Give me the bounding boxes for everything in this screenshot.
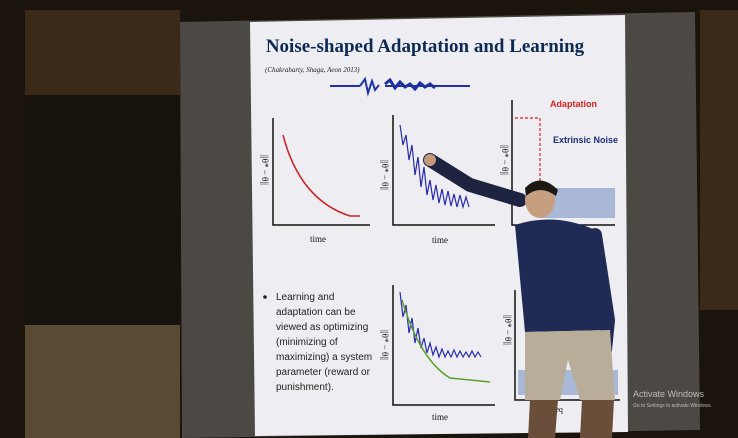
- y-label: ||θ* − θ||: [503, 315, 513, 345]
- x-label: time: [432, 412, 448, 422]
- y-label: ||θ* − θ||: [380, 330, 390, 360]
- bullet-line: punishment).: [276, 382, 334, 393]
- hand: [424, 154, 436, 166]
- y-label: ||θ* − θ||: [260, 155, 270, 185]
- scene: Noise-shaped Adaptation and Learning (Ch…: [0, 0, 738, 438]
- annotation: Extrinsic Noise: [553, 135, 618, 145]
- wall-left-top: [25, 10, 180, 95]
- bullet-line: parameter (reward or: [276, 367, 371, 378]
- y-label: ||θ* − θ||: [380, 160, 390, 190]
- watermark-subtitle: Go to Settings to activate Windows.: [633, 403, 712, 409]
- bullet-line: (minimizing of: [276, 337, 338, 348]
- y-label: ||θ* − θ||: [500, 145, 510, 175]
- wall-right: [700, 10, 738, 310]
- wall-left-bottom: [25, 325, 180, 438]
- citation: (Chakrabarty, Shaga, Aeon 2013): [265, 66, 360, 74]
- watermark-title: Activate Windows: [633, 389, 705, 399]
- wall-left-dark: [25, 95, 180, 325]
- slide-title: Noise-shaped Adaptation and Learning: [266, 36, 585, 57]
- annotation: Adaptation: [550, 99, 597, 109]
- bullet-dot: [263, 295, 267, 299]
- bullet-line: viewed as optimizing: [276, 322, 368, 333]
- x-label: time: [310, 234, 326, 244]
- bullet-line: adaptation can be: [276, 307, 356, 318]
- bullet-line: Learning and: [276, 292, 334, 303]
- bullet-line: maximizing) a system: [276, 352, 372, 363]
- x-label: time: [432, 235, 448, 245]
